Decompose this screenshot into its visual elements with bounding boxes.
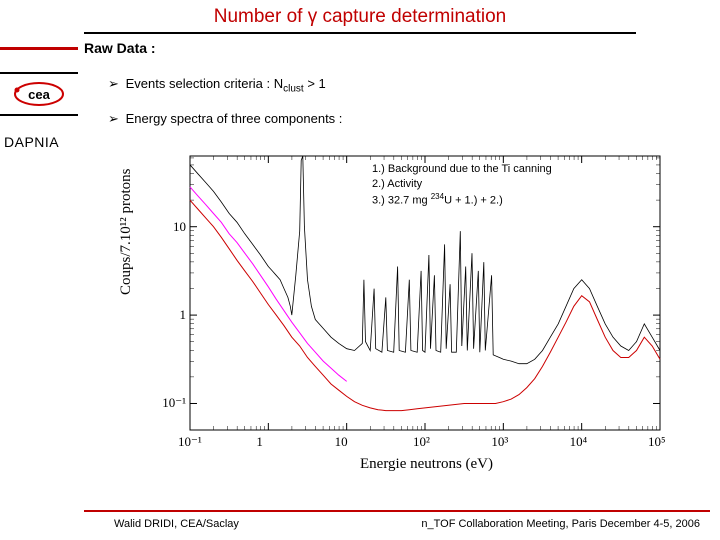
y-tick: 10⁻¹ bbox=[158, 395, 186, 411]
footer-meeting: n_TOF Collaboration Meeting, Paris Decem… bbox=[421, 518, 700, 530]
x-tick: 10 bbox=[335, 434, 348, 450]
dapnia-label: DAPNIA bbox=[0, 134, 78, 150]
x-tick: 10³ bbox=[491, 434, 508, 450]
bullet-item-1: ➢ Events selection criteria : Nclust > 1 bbox=[108, 76, 342, 95]
y-axis-label: Coups/7.10¹² protons bbox=[118, 168, 135, 295]
bullet1-prefix: Events selection criteria : N bbox=[126, 76, 284, 91]
chevron-icon: ➢ bbox=[108, 76, 122, 92]
title-area: Number of γ capture determination bbox=[0, 0, 720, 28]
logo-bottom-rule bbox=[0, 114, 78, 116]
x-axis-label: Energie neutrons (eV) bbox=[360, 456, 493, 473]
chevron-icon: ➢ bbox=[108, 111, 122, 127]
x-tick: 10⁻¹ bbox=[178, 434, 202, 450]
x-tick: 1 bbox=[256, 434, 263, 450]
y-tick: 10 bbox=[158, 219, 186, 235]
bullet2-text: Energy spectra of three components : bbox=[126, 111, 343, 126]
logo-top-rule bbox=[0, 72, 78, 74]
bullet-item-2: ➢ Energy spectra of three components : bbox=[108, 111, 342, 127]
slide-title: Number of γ capture determination bbox=[214, 6, 507, 28]
spectrum-plot bbox=[150, 150, 670, 450]
subtitle-text: Raw Data : bbox=[84, 40, 156, 56]
cea-logo: cea bbox=[9, 80, 69, 108]
subtitle-accent-bar bbox=[0, 47, 78, 50]
x-tick: 10⁴ bbox=[570, 434, 588, 450]
footer-rule bbox=[84, 510, 710, 512]
footer-author: Walid DRIDI, CEA/Saclay bbox=[114, 518, 239, 530]
y-tick: 1 bbox=[158, 307, 186, 323]
bullet1-subscript: clust bbox=[283, 84, 304, 95]
bullet-list: ➢ Events selection criteria : Nclust > 1… bbox=[108, 76, 342, 143]
x-tick: 10² bbox=[413, 434, 430, 450]
chart-container: 1.) Background due to the Ti canning 2.)… bbox=[130, 150, 690, 480]
left-sidebar: cea DAPNIA bbox=[0, 72, 78, 150]
x-tick: 10⁵ bbox=[648, 434, 666, 450]
title-underline bbox=[84, 32, 636, 34]
bullet1-suffix: > 1 bbox=[304, 76, 326, 91]
svg-text:cea: cea bbox=[28, 87, 50, 102]
